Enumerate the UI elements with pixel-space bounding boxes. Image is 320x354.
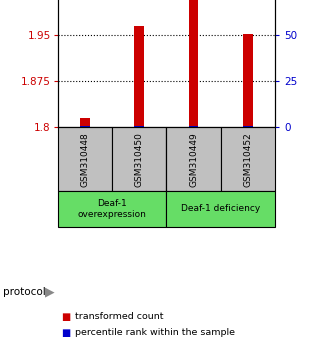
Text: ■: ■: [61, 312, 70, 322]
Bar: [58, 127, 112, 191]
Bar: [221, 127, 275, 191]
Text: GSM310450: GSM310450: [135, 132, 144, 187]
Bar: [189, 0, 198, 127]
Bar: [134, 126, 144, 127]
Bar: [166, 127, 221, 191]
Bar: [112, 127, 166, 191]
Text: GSM310449: GSM310449: [189, 132, 198, 187]
Text: GSM310452: GSM310452: [244, 132, 252, 187]
Bar: [243, 126, 253, 127]
Bar: [189, 126, 198, 127]
Text: ■: ■: [61, 328, 70, 338]
Bar: [134, 26, 144, 127]
Bar: [166, 191, 275, 227]
Bar: [80, 118, 90, 127]
Bar: [80, 126, 90, 127]
Text: protocol: protocol: [3, 287, 46, 297]
Text: transformed count: transformed count: [75, 312, 164, 321]
Bar: [58, 191, 166, 227]
Text: Deaf-1 deficiency: Deaf-1 deficiency: [181, 204, 260, 213]
Text: percentile rank within the sample: percentile rank within the sample: [75, 328, 235, 337]
Text: Deaf-1
overexpression: Deaf-1 overexpression: [77, 199, 147, 218]
Text: ▶: ▶: [45, 286, 54, 298]
Bar: [243, 34, 253, 127]
Text: GSM310448: GSM310448: [80, 132, 89, 187]
